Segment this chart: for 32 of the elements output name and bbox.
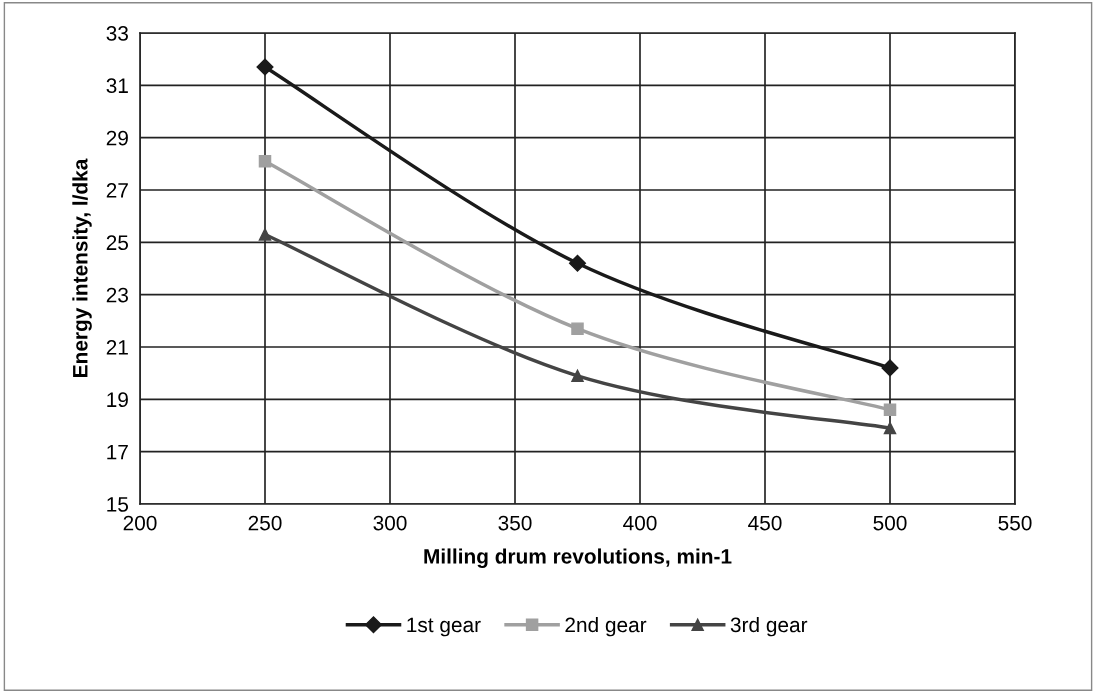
legend-label: 3rd gear (730, 616, 808, 637)
point (571, 369, 584, 383)
x-tick-label: 400 (623, 515, 657, 531)
x-axis-title: Milling drum revolutions, min-1 (424, 548, 732, 568)
x-tick-label: 300 (373, 515, 407, 531)
y-tick-label: 29 (106, 130, 128, 146)
point (258, 228, 272, 241)
y-tick-label: 25 (106, 235, 129, 251)
point (881, 359, 899, 377)
point (258, 154, 272, 168)
point (883, 403, 897, 417)
y-tick-label: 19 (107, 392, 128, 408)
legend-label: 2nd gear (565, 616, 647, 637)
y-tick-label: 23 (106, 287, 128, 303)
y-tick-label: 15 (107, 497, 129, 512)
x-tick-label: 500 (873, 515, 907, 531)
y-tick-label: 17 (107, 444, 128, 460)
x-tick-label: 350 (498, 515, 532, 531)
y-tick-label: 21 (106, 340, 128, 355)
y-tick-label: 33 (106, 26, 128, 41)
point (883, 421, 897, 435)
x-tick-label: 550 (998, 515, 1032, 531)
x-tick-label: 250 (248, 515, 282, 531)
y-axis-title: Energy intensity, l/dka (72, 158, 92, 377)
x-tick-label: 200 (123, 515, 157, 531)
point (256, 58, 274, 76)
y-tick-label: 27 (106, 183, 128, 198)
y-tick-label: 31 (106, 78, 128, 94)
legend-label: 1st gear (407, 617, 481, 637)
point (571, 322, 584, 335)
point (568, 254, 587, 272)
x-tick-label: 450 (748, 515, 782, 531)
